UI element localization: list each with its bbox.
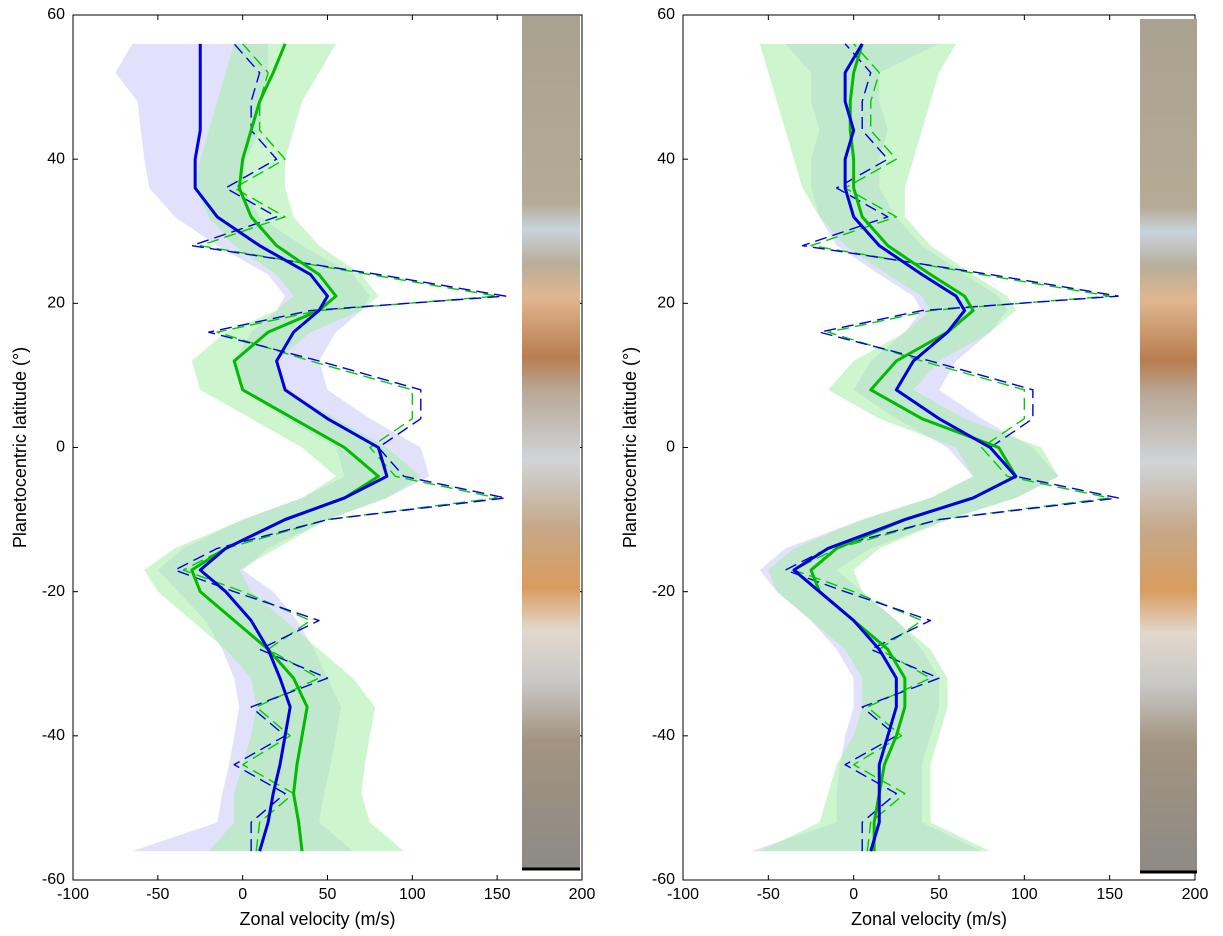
mean-profile: [809, 43, 1018, 852]
x-tick-label: -50: [757, 886, 780, 903]
y-tick-label: 60: [657, 6, 675, 23]
mean-profile: [792, 43, 1018, 852]
x-tick-label: 200: [1182, 886, 1209, 903]
plot-frame: [682, 14, 1196, 881]
x-tick-label: 0: [849, 886, 858, 903]
y-tick-label: -40: [652, 727, 675, 744]
x-tick-label: 100: [1011, 886, 1038, 903]
y-tick-label: 40: [657, 150, 675, 167]
uncertainty-band: [759, 43, 1059, 852]
y-tick-label: -20: [42, 583, 65, 600]
dashed-profile: [784, 43, 1119, 852]
y-tick-label: -60: [652, 871, 675, 888]
mean-profile: [190, 43, 380, 852]
x-axis-label: Zonal velocity (m/s): [239, 909, 395, 929]
dashed-profile: [174, 43, 507, 852]
planet-strip: [522, 16, 1197, 874]
y-tick-label: 40: [47, 150, 65, 167]
y-tick-label: -20: [652, 583, 675, 600]
x-axis-label: Zonal velocity (m/s): [851, 909, 1007, 929]
x-tick-label: 50: [319, 886, 337, 903]
x-tick-label: 0: [238, 886, 247, 903]
x-tick-label: -100: [667, 886, 699, 903]
y-tick-label: 0: [666, 439, 675, 456]
y-tick-label: 0: [56, 439, 65, 456]
y-tick-label: -40: [42, 727, 65, 744]
panel: -100 -50 0 50 100 150 200 -60 -40 -20 0 20 40 60 Zonal…: [10, 6, 596, 929]
y-tick-label: -60: [42, 871, 65, 888]
mean-profile: [193, 43, 389, 852]
x-tick-label: -100: [57, 886, 89, 903]
x-tick-label: 150: [484, 886, 511, 903]
y-tick-label: 60: [47, 6, 65, 23]
x-tick-label: 200: [569, 886, 596, 903]
panel: -100 -50 0 50 100 150 200 -60 -40 -20 0 20 40 60 Zonal…: [620, 6, 1209, 929]
x-tick-label: 50: [930, 886, 948, 903]
y-axis-label: Planetocentric latitude (°): [10, 347, 30, 548]
y-axis-label: Planetocentric latitude (°): [620, 347, 640, 548]
dashed-profile: [182, 43, 498, 852]
y-tick-label: 20: [47, 295, 65, 312]
x-tick-label: 150: [1096, 886, 1123, 903]
y-tick-label: 20: [657, 295, 675, 312]
x-tick-label: 100: [399, 886, 426, 903]
x-tick-label: -50: [146, 886, 169, 903]
